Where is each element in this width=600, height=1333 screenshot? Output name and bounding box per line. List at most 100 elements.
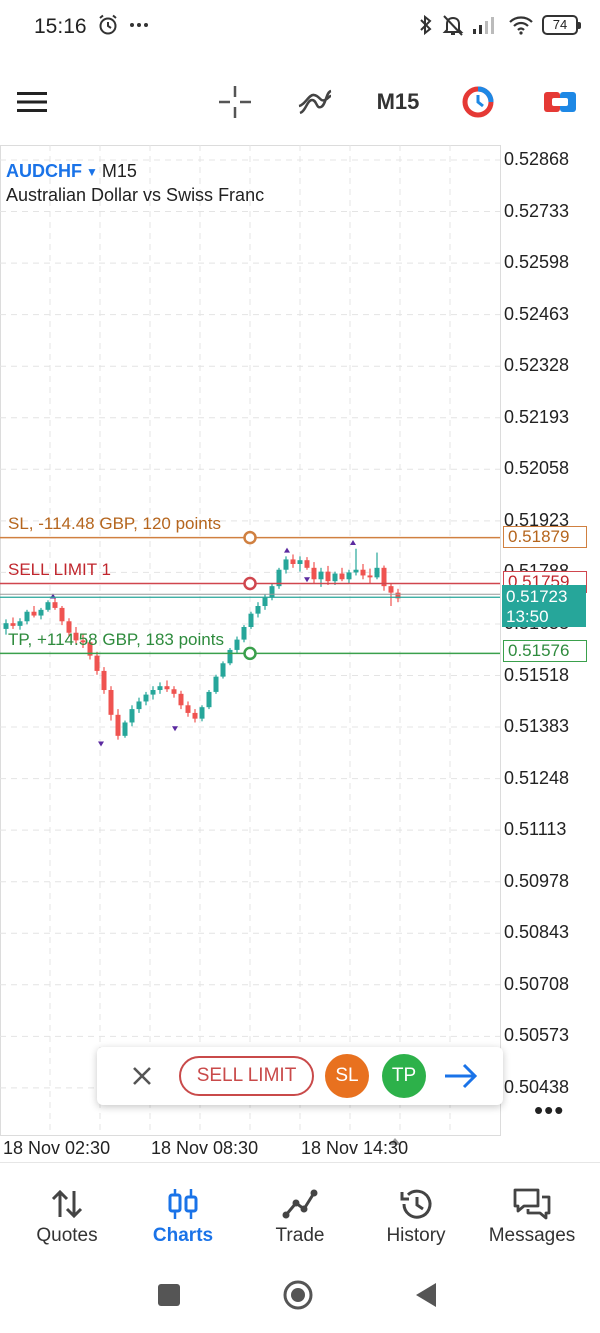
candle-body [150, 690, 156, 695]
chart-canvas[interactable] [0, 145, 600, 1160]
tp-price-tag: 0.51576 [503, 640, 587, 662]
menu-icon [17, 92, 47, 112]
sl-drag-handle [243, 530, 257, 545]
messages-icon [513, 1188, 551, 1220]
candle-body [38, 609, 44, 616]
muted-bell-icon [442, 15, 464, 36]
close-icon[interactable] [127, 1061, 157, 1091]
indicators-button[interactable] [294, 72, 336, 132]
symbol-dropdown-icon[interactable]: ▼ [86, 164, 98, 179]
order-edit-panel: SELL LIMIT SL TP [97, 1047, 503, 1105]
tp-drag-handle [243, 646, 257, 661]
symbol-name[interactable]: AUDCHF [6, 161, 82, 181]
candle-body [241, 627, 247, 640]
one-click-trading-button[interactable] [540, 72, 580, 132]
nav-messages[interactable]: Messages [472, 1163, 592, 1259]
nav-label: Messages [488, 1225, 576, 1246]
recents-icon[interactable] [156, 1282, 182, 1308]
time-label: 18 Nov 02:30 [3, 1138, 111, 1158]
price-scale-label: 0.50573 [504, 1025, 570, 1046]
price-scale-label: 0.52463 [504, 303, 570, 324]
history-icon [400, 1189, 432, 1219]
system-navigation [0, 1258, 600, 1333]
arrow-right-icon[interactable] [441, 1059, 481, 1093]
candle-body [31, 611, 37, 616]
sl-line-label: SL, -114.48 GBP, 120 points [8, 514, 221, 533]
stop-loss-button[interactable]: SL [325, 1054, 369, 1098]
nav-quotes[interactable]: Quotes [7, 1163, 127, 1259]
crosshair-button[interactable] [214, 72, 256, 132]
price-scale-label: 0.50438 [504, 1076, 570, 1097]
candle-body [143, 694, 149, 702]
price-scale-label: 0.51383 [504, 716, 570, 737]
candle-body [234, 639, 240, 650]
back-icon[interactable] [414, 1281, 438, 1309]
candle-body [325, 571, 331, 582]
candle-body [332, 573, 338, 582]
one-click-trading-icon [544, 92, 576, 112]
price-scale-label: 0.51923 [504, 509, 570, 530]
price-scale-label: 0.50843 [504, 922, 570, 943]
price-scale-label: 0.51113 [504, 819, 567, 840]
trade-button[interactable] [458, 72, 498, 132]
status-time: 15:16 [34, 15, 87, 38]
fractal-marker [172, 726, 178, 732]
candle-body [339, 573, 345, 580]
timeframe-button[interactable]: M15 [376, 89, 420, 114]
quotes-icon [51, 1189, 83, 1219]
candle-body [108, 690, 114, 715]
nav-charts[interactable]: Charts [123, 1163, 243, 1259]
chart-toolbar: M15 [0, 72, 600, 132]
home-icon[interactable] [282, 1279, 314, 1311]
more-dots-icon [130, 23, 148, 27]
price-scale-label: 0.51248 [504, 767, 570, 788]
price-scale-label: 0.52058 [504, 458, 570, 479]
sl-price-tag: 0.51879 [503, 526, 587, 548]
candle-body [206, 691, 212, 708]
symbol-timeframe: M15 [101, 161, 137, 181]
candle-body [227, 649, 233, 664]
price-scale-label: 0.52193 [504, 406, 570, 427]
candle-body [262, 597, 268, 607]
nav-trade[interactable]: Trade [240, 1163, 360, 1259]
bluetooth-icon [420, 14, 432, 36]
indicators-icon [298, 89, 332, 115]
order-drag-handle [243, 576, 257, 591]
candle-body [255, 606, 261, 614]
trade-icon [462, 86, 494, 118]
time-label: 18 Nov 14:30 [301, 1138, 409, 1158]
candle-body [213, 676, 219, 692]
more-menu-button[interactable]: ••• [534, 1095, 565, 1125]
candle-body [388, 586, 394, 593]
bid-price-tag: 0.51723 13:50 [502, 585, 586, 627]
candle-body [290, 559, 296, 564]
bottom-navigation: Quotes Charts Trade History Messages [0, 1162, 600, 1258]
current-bar-marker [389, 1138, 401, 1145]
candle-body [311, 567, 317, 580]
symbol-selector[interactable]: AUDCHF ▼ M15 [6, 161, 137, 182]
candle-body [367, 575, 373, 578]
menu-button[interactable] [12, 72, 52, 132]
take-profit-button[interactable]: TP [382, 1054, 426, 1098]
signal-icon [473, 17, 494, 34]
candle-body [94, 655, 100, 671]
candle-body [3, 623, 9, 629]
price-scale-label: 0.52328 [504, 355, 570, 376]
tp-line-label: TP, +114.58 GBP, 183 points [8, 630, 224, 649]
candle-body [17, 621, 23, 626]
candle-body [395, 592, 401, 599]
price-scale-label: 0.52598 [504, 252, 570, 273]
candle-body [87, 642, 93, 656]
price-chart[interactable]: AUDCHF ▼ M15 Australian Dollar vs Swiss … [0, 145, 600, 1160]
bid-price: 0.51723 [506, 587, 568, 606]
candle-body [45, 602, 51, 610]
price-scale-label: 0.52733 [504, 200, 570, 221]
sell-limit-button[interactable]: SELL LIMIT [179, 1056, 314, 1096]
candle-body [115, 714, 121, 736]
nav-history[interactable]: History [356, 1163, 476, 1259]
candle-body [192, 712, 198, 719]
wifi-icon [509, 16, 533, 35]
candle-body [276, 569, 282, 587]
price-scale-label: 0.50978 [504, 870, 570, 891]
candle-body [24, 611, 30, 622]
